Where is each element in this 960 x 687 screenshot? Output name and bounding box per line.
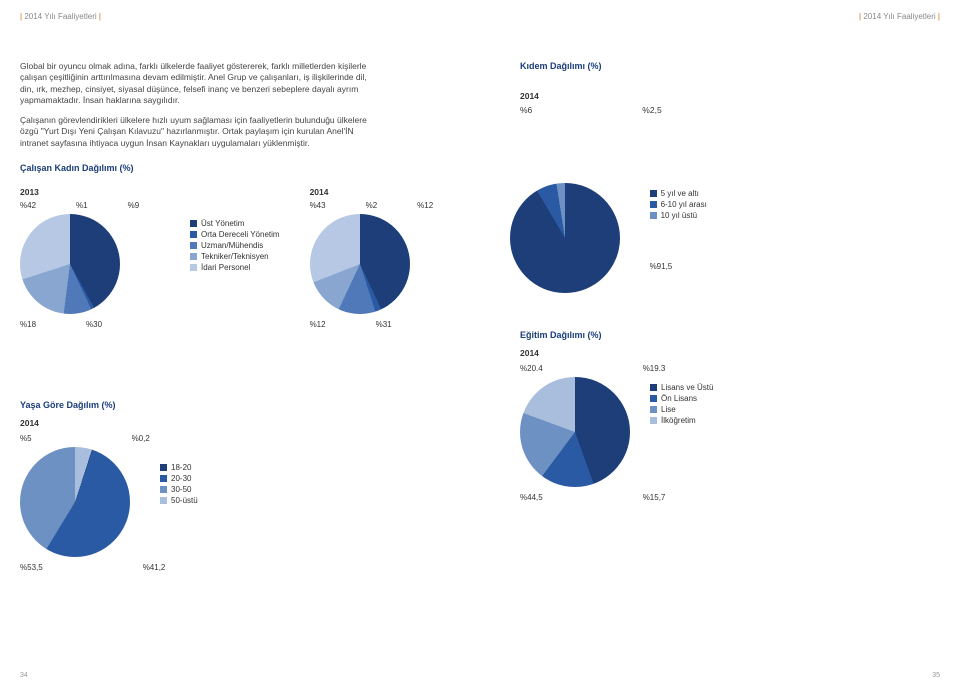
para1: Global bir oyuncu olmak adına, farklı ül… (20, 61, 380, 107)
header-right: 2014 Yılı Faaliyetleri (863, 12, 935, 21)
header-left: 2014 Yılı Faaliyetleri (24, 12, 96, 21)
bar-icon: | (859, 12, 861, 21)
kadin-section: Çalışan Kadın Dağılımı (%) 2013 %42 %1 %… (20, 163, 940, 329)
kidem-legend: 5 yıl ve altı 6-10 yıl arası 10 yıl üstü… (650, 189, 707, 271)
l: 20-30 (171, 474, 191, 483)
pagenum-left: 34 (20, 672, 28, 679)
sq-icon (650, 212, 657, 219)
v: %0,2 (132, 434, 150, 443)
l: 18-20 (171, 463, 191, 472)
sq-icon (190, 242, 197, 249)
l: 5 yıl ve altı (661, 189, 699, 198)
v: %31 (376, 320, 392, 329)
sq-icon (160, 464, 167, 471)
v: %1 (76, 201, 88, 210)
egitim-year: 2014 (520, 348, 900, 358)
v: %41,2 (143, 563, 166, 572)
yas-section: Yaşa Göre Dağılım (%) 2014 %5 %0,2 18-20… (20, 400, 460, 572)
kidem-heading: Kıdem Dağılımı (%) 2014 %6 %2,5 (520, 61, 720, 149)
sq-icon (650, 417, 657, 424)
v: %15,7 (643, 493, 666, 502)
sq-icon (160, 475, 167, 482)
l: İdari Personel (201, 263, 250, 272)
page-footer: 34 35 (20, 672, 940, 679)
yas-title: Yaşa Göre Dağılım (%) (20, 400, 460, 410)
top-row: Global bir oyuncu olmak adına, farklı ül… (20, 61, 940, 149)
bar-icon: | (99, 12, 101, 21)
sq-icon (650, 190, 657, 197)
kidem-title: Kıdem Dağılımı (%) (520, 61, 720, 71)
l: Orta Dereceli Yönetim (201, 230, 280, 239)
sq-icon (190, 253, 197, 260)
kadin-pie-2013 (20, 214, 120, 314)
v: %53,5 (20, 563, 43, 572)
v: %42 (20, 201, 36, 210)
l: Lisans ve Üstü (661, 383, 713, 392)
egitim-title: Eğitim Dağılımı (%) (520, 330, 900, 340)
intro-text: Global bir oyuncu olmak adına, farklı ül… (20, 61, 380, 149)
yas-pie (20, 447, 130, 557)
yas-year: 2014 (20, 418, 460, 428)
l: 10 yıl üstü (661, 211, 697, 220)
sq-icon (190, 231, 197, 238)
sq-icon (650, 384, 657, 391)
kidem-right: %91,5 (650, 262, 707, 271)
pagenum-right: 35 (932, 672, 940, 679)
l: Uzman/Mühendis (201, 241, 263, 250)
l: 50-üstü (171, 496, 198, 505)
sq-icon (650, 201, 657, 208)
yas-legend: 18-20 20-30 30-50 50-üstü (160, 463, 198, 505)
sq-icon (160, 497, 167, 504)
kidem-v2: %2,5 (642, 105, 661, 115)
v: %12 (417, 201, 433, 210)
sq-icon (160, 486, 167, 493)
v: %9 (128, 201, 140, 210)
l: Ön Lisans (661, 394, 697, 403)
page-header: | 2014 Yılı Faaliyetleri | | 2014 Yılı F… (20, 12, 940, 21)
v: %30 (86, 320, 102, 329)
sq-icon (650, 406, 657, 413)
sq-icon (190, 264, 197, 271)
egitim-pie (520, 377, 630, 487)
sq-icon (190, 220, 197, 227)
l: Üst Yönetim (201, 219, 244, 228)
l: Tekniker/Teknisyen (201, 252, 269, 261)
sq-icon (650, 395, 657, 402)
v: %44,5 (520, 493, 543, 502)
v: %12 (310, 320, 326, 329)
para2: Çalışanın görevlendirikleri ülkelere hız… (20, 115, 380, 149)
l: Lise (661, 405, 676, 414)
kidem-v1: %6 (520, 105, 532, 115)
bar-icon: | (938, 12, 940, 21)
kidem-pie (510, 183, 620, 293)
kadin-legend: Üst Yönetim Orta Dereceli Yönetim Uzman/… (190, 219, 280, 272)
l: 6-10 yıl arası (661, 200, 707, 209)
kadin-2014: 2014 (310, 187, 450, 197)
egitim-legend: Lisans ve Üstü Ön Lisans Lise İlköğretim (650, 383, 713, 425)
v: %2 (366, 201, 378, 210)
kadin-pie-2014 (310, 214, 410, 314)
l: İlköğretim (661, 416, 696, 425)
kidem-year: 2014 (520, 91, 720, 101)
v: %43 (310, 201, 326, 210)
egitim-section: Eğitim Dağılımı (%) 2014 %20.4 %19.3 Lis… (520, 330, 900, 502)
bar-icon: | (20, 12, 22, 21)
v: %19.3 (643, 364, 666, 373)
v: %20.4 (520, 364, 543, 373)
l: 30-50 (171, 485, 191, 494)
v: %18 (20, 320, 36, 329)
kadin-2013: 2013 (20, 187, 160, 197)
kadin-title: Çalışan Kadın Dağılımı (%) (20, 163, 940, 173)
v: %5 (20, 434, 32, 443)
